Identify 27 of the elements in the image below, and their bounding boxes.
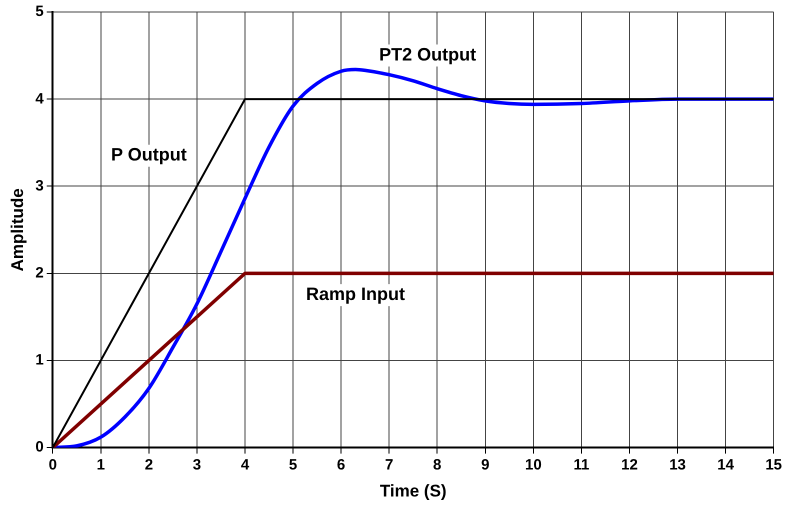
y-tick-label: 5	[35, 3, 44, 20]
y-axis-title: Amplitude	[8, 188, 27, 272]
x-tick-label: 5	[288, 456, 298, 474]
x-tick-label: 0	[48, 456, 57, 474]
x-tick-label: 9	[481, 456, 490, 474]
x-tick-label: 10	[525, 456, 542, 474]
y-tick-label: 4	[35, 90, 44, 108]
x-tick-label: 12	[621, 456, 638, 474]
x-tick-label: 11	[573, 456, 590, 474]
y-tick-label: 3	[35, 177, 44, 194]
x-tick-label: 2	[144, 456, 154, 474]
x-axis-title: Time (S)	[380, 481, 447, 500]
x-tick-label: 14	[717, 456, 735, 474]
x-tick-label: 15	[765, 456, 782, 474]
x-tick-label: 4	[240, 456, 250, 474]
series-label: P Output	[111, 144, 187, 165]
series-label: PT2 Output	[379, 44, 476, 65]
x-tick-label: 3	[192, 456, 202, 474]
x-tick-label: 8	[433, 456, 442, 474]
x-tick-label: 6	[336, 456, 346, 474]
x-tick-label: 7	[385, 456, 394, 474]
y-tick-label: 1	[35, 352, 44, 369]
x-tick-label: 1	[96, 456, 105, 474]
y-tick-label: 2	[35, 264, 44, 282]
y-tick-label: 0	[35, 438, 44, 456]
x-tick-label: 13	[669, 456, 686, 474]
series-label: Ramp Input	[306, 284, 406, 304]
